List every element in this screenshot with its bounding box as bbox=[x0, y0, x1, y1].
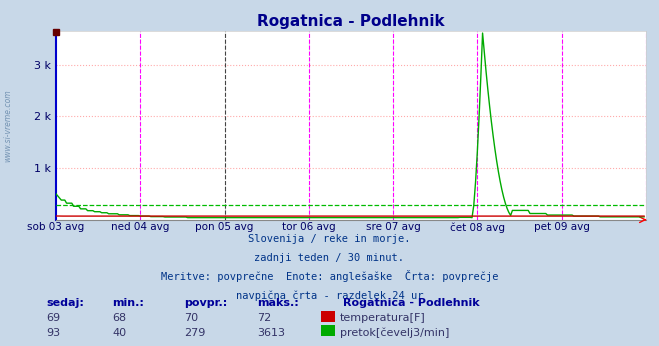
Text: 70: 70 bbox=[185, 313, 198, 323]
Text: 40: 40 bbox=[112, 328, 126, 338]
Text: Meritve: povprečne  Enote: anglešaške  Črta: povprečje: Meritve: povprečne Enote: anglešaške Črt… bbox=[161, 270, 498, 282]
Text: pretok[čevelj3/min]: pretok[čevelj3/min] bbox=[340, 327, 449, 338]
Text: www.si-vreme.com: www.si-vreme.com bbox=[3, 89, 13, 162]
Title: Rogatnica - Podlehnik: Rogatnica - Podlehnik bbox=[257, 13, 445, 29]
Text: Slovenija / reke in morje.: Slovenija / reke in morje. bbox=[248, 234, 411, 244]
Text: 279: 279 bbox=[185, 328, 206, 338]
Text: 3613: 3613 bbox=[257, 328, 285, 338]
Text: temperatura[F]: temperatura[F] bbox=[340, 313, 426, 323]
Text: zadnji teden / 30 minut.: zadnji teden / 30 minut. bbox=[254, 253, 405, 263]
Text: Rogatnica - Podlehnik: Rogatnica - Podlehnik bbox=[343, 298, 479, 308]
Text: povpr.:: povpr.: bbox=[185, 298, 228, 308]
Text: 93: 93 bbox=[46, 328, 60, 338]
Text: min.:: min.: bbox=[112, 298, 144, 308]
Text: 68: 68 bbox=[112, 313, 126, 323]
Text: maks.:: maks.: bbox=[257, 298, 299, 308]
Text: sedaj:: sedaj: bbox=[46, 298, 84, 308]
Text: 69: 69 bbox=[46, 313, 60, 323]
Text: navpična črta - razdelek 24 ur: navpična črta - razdelek 24 ur bbox=[236, 291, 423, 301]
Text: 72: 72 bbox=[257, 313, 272, 323]
